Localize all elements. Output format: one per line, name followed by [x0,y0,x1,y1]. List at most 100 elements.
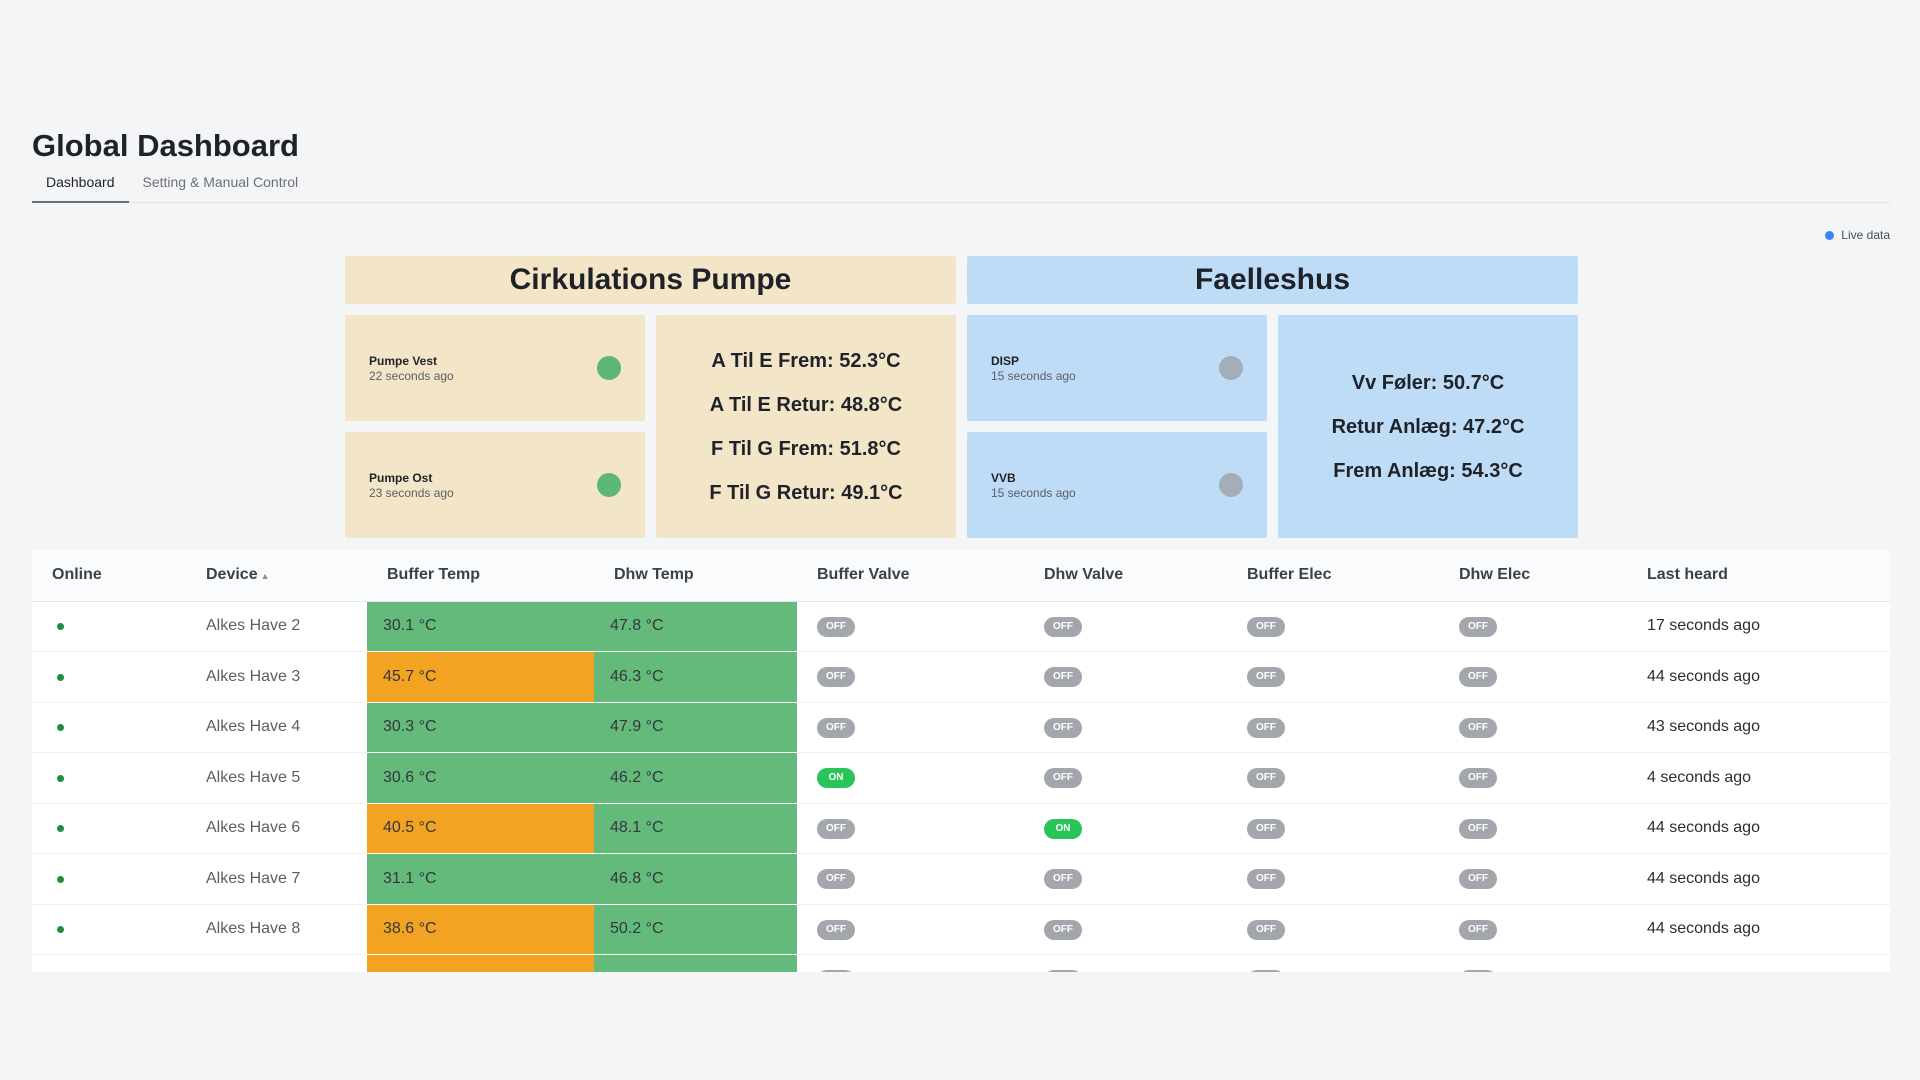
status-off-icon [1219,473,1243,497]
device-cell[interactable]: Alkes Have 7 [186,853,367,905]
table-row[interactable]: Alkes Have 4 30.3 °C 47.9 °C OFF OFF OFF OFF 43… [32,702,1890,753]
table-row[interactable]: Alkes Have 3 45.7 °C 46.3 °C OFF OFF OFF OFF 44… [32,651,1890,703]
caret-up-icon: ▲ [260,571,270,582]
buffer-valve-toggle[interactable]: OFF [817,818,855,839]
online-dot-icon [57,623,64,631]
tab-setting-manual-control[interactable]: Setting & Manual Control [142,174,299,190]
online-cell [32,904,186,955]
dhw-valve-toggle[interactable]: OFF [1044,970,1082,972]
buffer-valve-cell: OFF [797,702,1024,753]
dhw-elec-cell: OFF [1439,651,1627,703]
device-cell[interactable]: Alkes Have 8 [186,904,367,955]
dhw-valve-toggle[interactable]: OFF [1044,616,1082,637]
dhw-elec-cell: OFF [1439,803,1627,854]
last-heard-cell: 44 seconds ago [1627,853,1890,905]
buffer-valve-toggle[interactable]: OFF [817,667,855,688]
online-dot-icon [57,673,64,681]
buffer-elec-toggle[interactable]: OFF [1247,869,1285,890]
device-name: Pumpe Ost [369,470,433,485]
table-row[interactable]: Alkes Have 7 31.1 °C 46.8 °C OFF OFF OFF OFF 44… [32,853,1890,905]
buffer-elec-toggle[interactable]: OFF [1247,616,1285,637]
buffer-valve-cell: OFF [797,803,1024,854]
header-online[interactable]: Online [32,550,186,602]
header-dhw-elec[interactable]: Dhw Elec [1439,550,1627,602]
last-heard-cell: 44 seconds ago [1627,651,1890,703]
last-heard-cell: 44 seconds ago [1627,803,1890,854]
dhw-temp-cell: 46.2 °C [594,752,797,804]
device-cell[interactable]: Alkes Have 4 [186,702,367,753]
last-heard-cell: 44 seconds ago [1627,904,1890,955]
dhw-elec-toggle[interactable]: OFF [1459,667,1497,688]
header-buffer-temp[interactable]: Buffer Temp [367,550,594,602]
buffer-valve-toggle[interactable]: OFF [817,970,855,972]
buffer-elec-toggle[interactable]: OFF [1247,717,1285,738]
dhw-temp-cell: 46.8 °C [594,853,797,905]
dhw-elec-toggle[interactable]: OFF [1459,768,1497,789]
buffer-temp-cell: 45.7 °C [367,651,594,703]
status-off-icon [1219,356,1243,380]
device-card-pumpe-ost[interactable]: Pumpe Ost 23 seconds ago [345,432,645,538]
table-row[interactable]: Alkes Have 6 40.5 °C 48.1 °C OFF ON OFF OFF 44 … [32,803,1890,854]
dhw-valve-toggle[interactable]: OFF [1044,717,1082,738]
faelleshus-readings: Vv Føler: 50.7°C Retur Anlæg: 47.2°C Fre… [1278,315,1578,538]
dhw-valve-cell: OFF [1024,702,1227,753]
device-card-disp[interactable]: DISP 15 seconds ago [967,315,1267,421]
table-row[interactable]: OFF OFF OFF OFF [32,954,1890,972]
reading-retur-anlaeg: Retur Anlæg: 47.2°C [1331,415,1525,438]
header-buffer-elec[interactable]: Buffer Elec [1227,550,1439,602]
buffer-elec-toggle[interactable]: OFF [1247,667,1285,688]
dhw-elec-toggle[interactable]: OFF [1459,869,1497,890]
dhw-valve-toggle[interactable]: OFF [1044,667,1082,688]
header-last-heard[interactable]: Last heard [1627,550,1890,602]
dhw-temp-cell [594,954,797,972]
buffer-valve-toggle[interactable]: OFF [817,717,855,738]
reading-frem-anlaeg: Frem Anlæg: 54.3°C [1333,459,1523,482]
device-name: VVB [991,470,1016,485]
device-card-pumpe-vest[interactable]: Pumpe Vest 22 seconds ago [345,315,645,421]
buffer-elec-cell: OFF [1227,904,1439,955]
device-name: DISP [991,353,1020,368]
header-dhw-valve[interactable]: Dhw Valve [1024,550,1227,602]
buffer-valve-toggle[interactable]: OFF [817,616,855,637]
header-device[interactable]: Device ▲ [186,550,367,602]
live-data-indicator: Live data [1825,228,1890,242]
buffer-temp-cell: 30.6 °C [367,752,594,804]
table-row[interactable]: Alkes Have 5 30.6 °C 46.2 °C ON OFF OFF OFF 4 s… [32,752,1890,804]
last-heard-cell [1627,954,1890,972]
dhw-elec-toggle[interactable]: OFF [1459,818,1497,839]
device-cell[interactable]: Alkes Have 2 [186,601,367,652]
header-buffer-valve[interactable]: Buffer Valve [797,550,1024,602]
device-cell[interactable] [186,954,367,972]
buffer-elec-toggle[interactable]: OFF [1247,818,1285,839]
buffer-valve-toggle[interactable]: OFF [817,869,855,890]
device-cell[interactable]: Alkes Have 3 [186,651,367,703]
buffer-elec-toggle[interactable]: OFF [1247,768,1285,789]
table-row[interactable]: Alkes Have 8 38.6 °C 50.2 °C OFF OFF OFF OFF 44… [32,904,1890,955]
dhw-elec-toggle[interactable]: OFF [1459,616,1497,637]
buffer-valve-toggle[interactable]: OFF [817,919,855,940]
online-dot-icon [57,825,64,833]
dhw-elec-toggle[interactable]: OFF [1459,717,1497,738]
buffer-elec-toggle[interactable]: OFF [1247,970,1285,972]
header-dhw-temp[interactable]: Dhw Temp [594,550,797,602]
dhw-valve-toggle[interactable]: OFF [1044,869,1082,890]
dhw-elec-toggle[interactable]: OFF [1459,919,1497,940]
buffer-elec-toggle[interactable]: OFF [1247,919,1285,940]
buffer-valve-cell: OFF [797,904,1024,955]
cirkulation-panel-title: Cirkulations Pumpe [345,256,956,304]
dhw-valve-cell: OFF [1024,904,1227,955]
buffer-valve-toggle[interactable]: ON [817,768,855,789]
buffer-elec-cell: OFF [1227,601,1439,652]
buffer-temp-cell: 38.6 °C [367,904,594,955]
tab-dashboard[interactable]: Dashboard [32,170,129,203]
table-row[interactable]: Alkes Have 2 30.1 °C 47.8 °C OFF OFF OFF OFF 17… [32,601,1890,652]
dhw-valve-toggle[interactable]: OFF [1044,768,1082,789]
dhw-valve-cell: ON [1024,803,1227,854]
device-card-vvb[interactable]: VVB 15 seconds ago [967,432,1267,538]
dhw-valve-toggle[interactable]: ON [1044,818,1082,839]
reading-a-til-e-retur: A Til E Retur: 48.8°C [709,393,903,416]
device-cell[interactable]: Alkes Have 6 [186,803,367,854]
dhw-elec-toggle[interactable]: OFF [1459,970,1497,972]
device-cell[interactable]: Alkes Have 5 [186,752,367,804]
dhw-valve-toggle[interactable]: OFF [1044,919,1082,940]
